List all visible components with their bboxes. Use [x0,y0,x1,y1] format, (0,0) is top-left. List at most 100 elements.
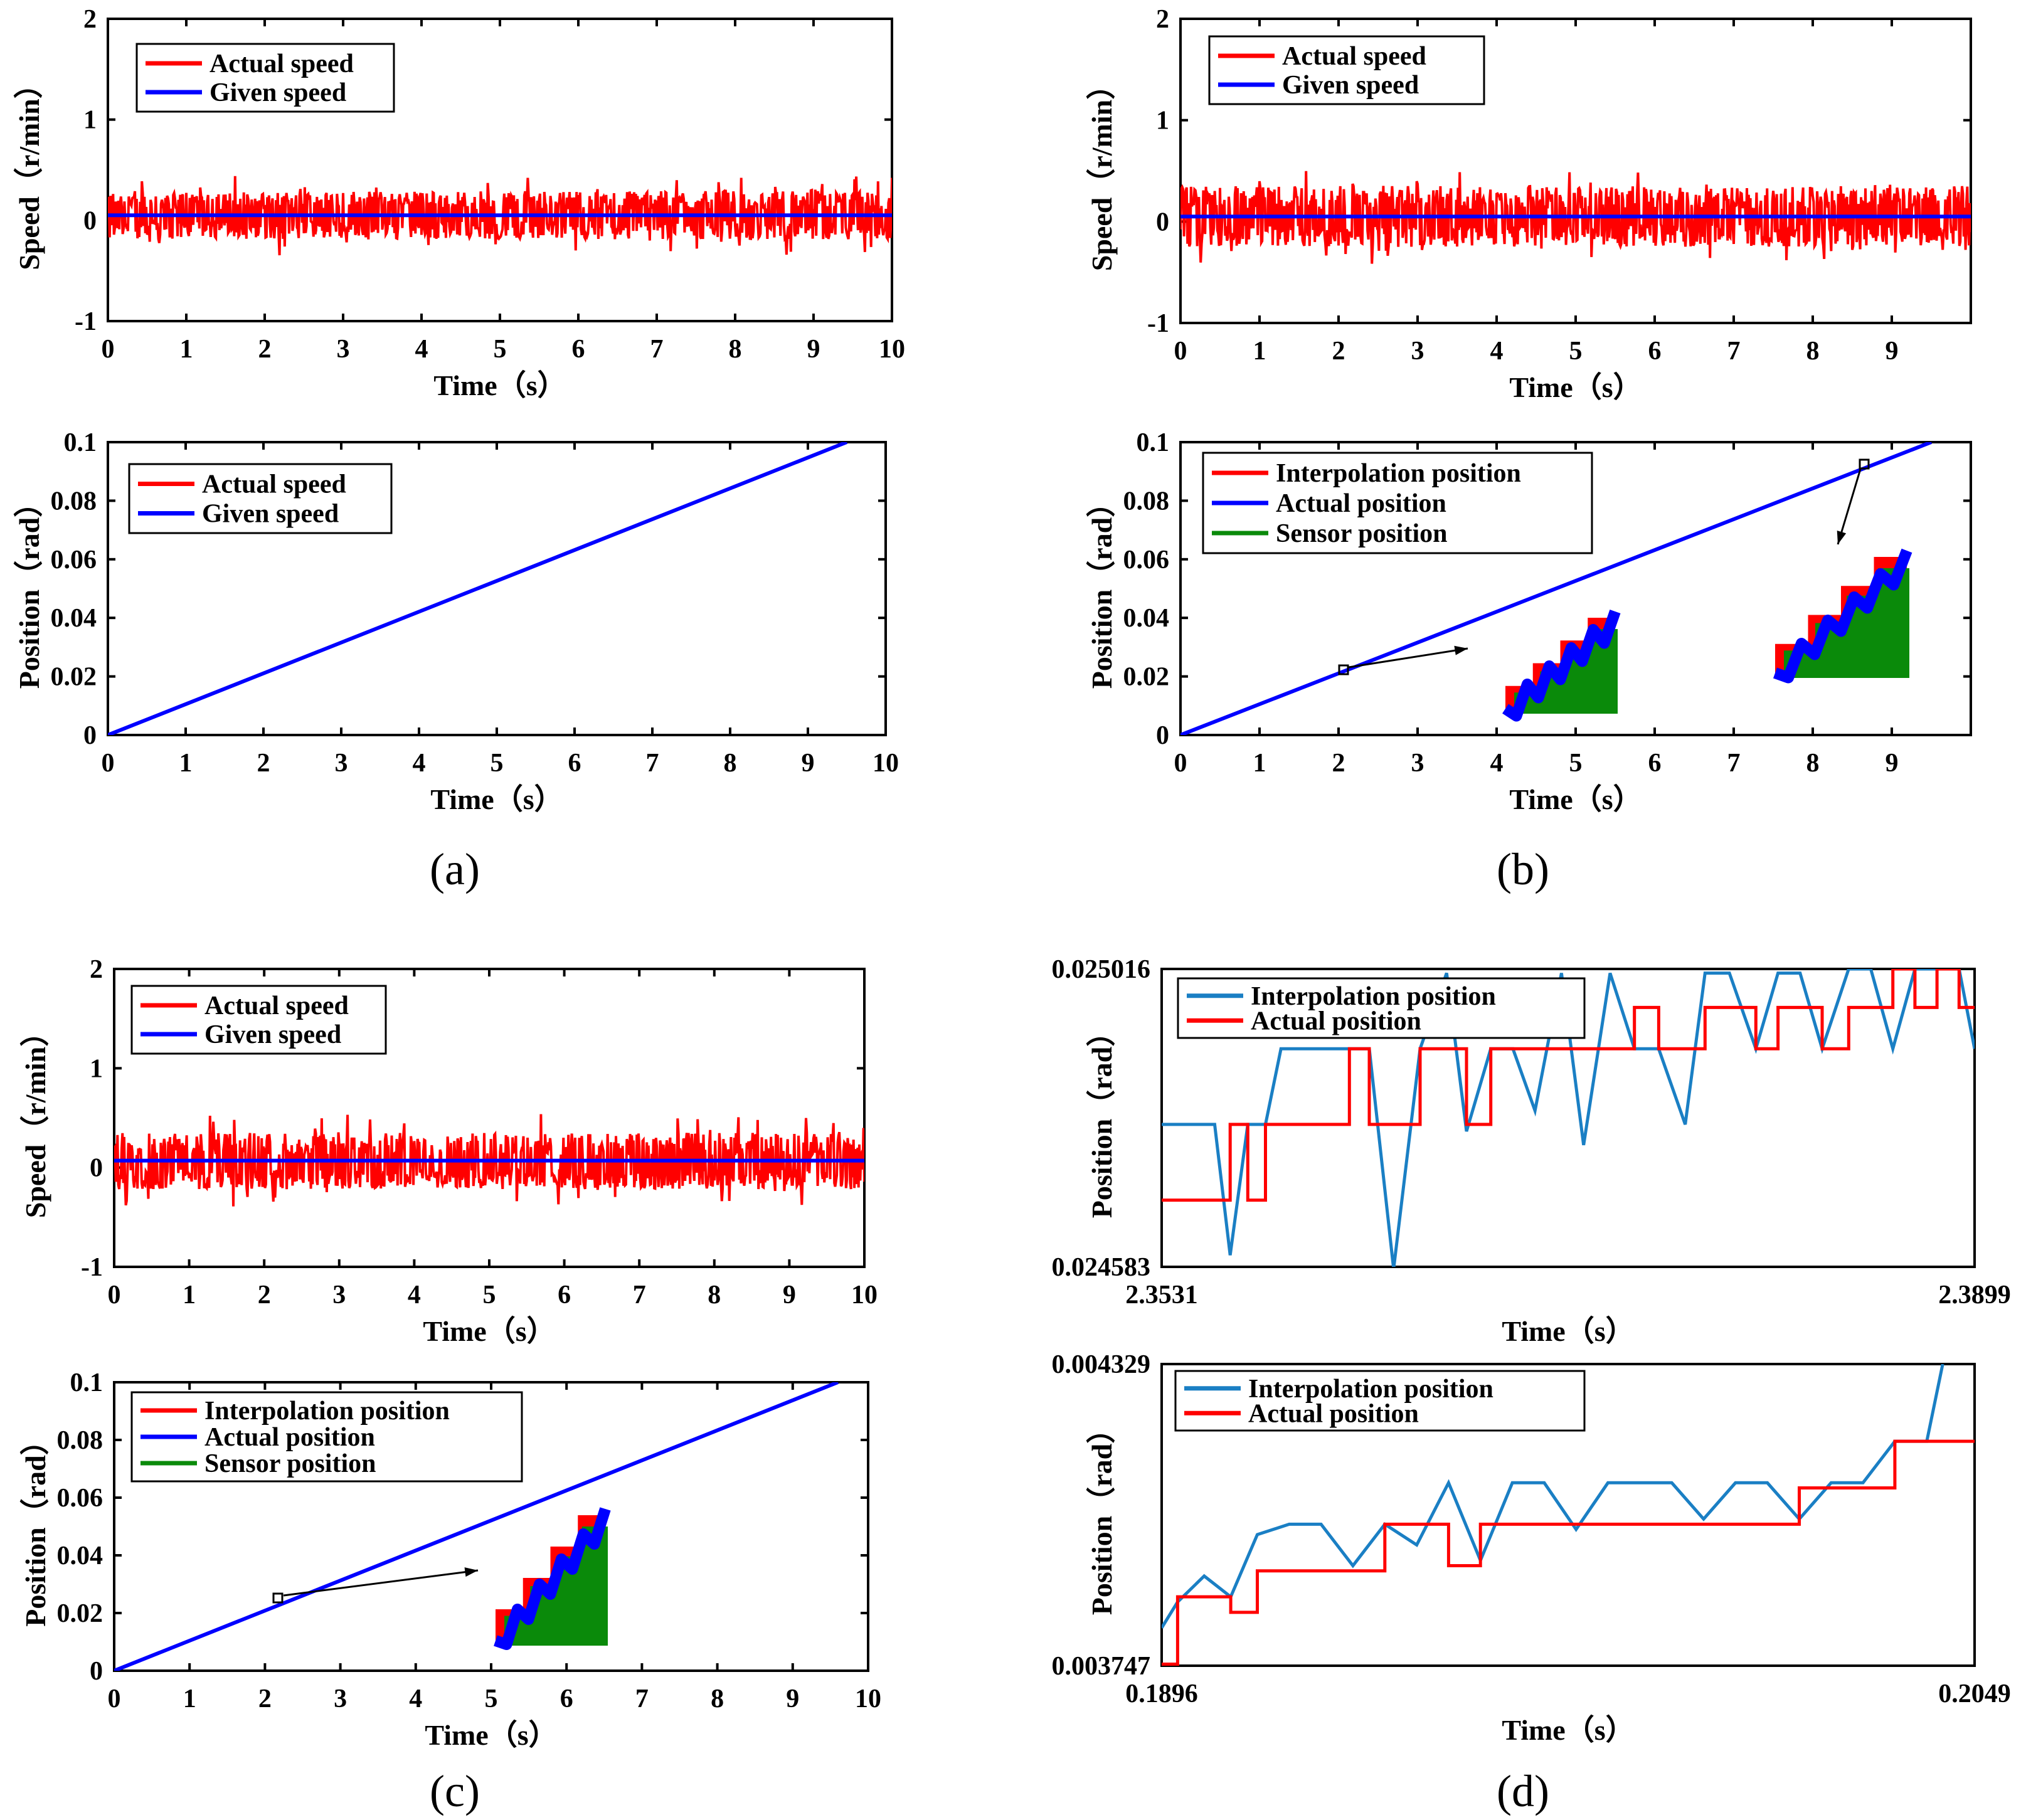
x-tick-label: 2.3899 [1938,1281,2011,1309]
y-tick-label: 0.02 [57,1599,103,1628]
inset-curve [1773,548,1912,684]
x-tick-label: 1 [1253,749,1266,778]
legend-label: Given speed [1282,71,1419,100]
x-axis-label: Time（s） [423,1315,555,1347]
x-tick-label: 9 [807,335,820,364]
zoom-inset-1 [1502,610,1621,722]
y-axis-label: Speed（r/min） [1086,71,1118,271]
y-axis-label: Speed（r/min） [13,70,45,270]
zoom-arrow-head [464,1567,478,1577]
y-tick-label: 1 [1156,107,1169,135]
y-tick-label: 0.04 [57,1542,103,1570]
x-tick-label: 9 [1886,749,1899,778]
y-tick-label: 0 [90,1657,103,1686]
y-tick-label: -1 [81,1253,103,1282]
y-tick-label: 0.06 [51,546,97,574]
y-tick-label: 0.04 [51,604,97,633]
chart-b-speed: 0 1 2 3 4 5 6 7 8 9-1012Time（s）Speed（r/min）Actual… [1086,5,1972,403]
x-tick-label: 3 [1411,749,1424,778]
y-tick-label: 0 [1156,721,1169,750]
y-tick-label: 0.06 [57,1484,103,1513]
y-tick-label: 0 [90,1154,103,1183]
legend-label: Actual speed [202,470,346,499]
y-tick-label: 0.1 [70,1368,103,1397]
y-tick-label: 1 [90,1054,103,1083]
charts-layer: 0 1 2 3 4 5 6 7 8 9 10-1012Time（s）Speed（r/min）Actu… [13,5,2011,1751]
y-tick-label: 0.08 [1123,487,1170,516]
plot-marks [1180,442,1933,735]
x-tick-label: 3 [337,335,350,364]
legend-label: Actual position [1251,1007,1421,1035]
x-tick-label: 1 [180,335,193,364]
x-tick-label: 3 [334,1685,347,1713]
y-tick-label: 0.004329 [1052,1350,1151,1379]
y-tick-label: 0.02 [51,663,97,692]
legend-label: Sensor position [1276,519,1447,548]
y-tick-label: -1 [1147,309,1169,338]
x-tick-label: 8 [729,335,742,364]
series-actual-speed [108,176,892,256]
plot-marks [1162,969,1975,1267]
zoom-arrow-head [1837,531,1847,544]
y-tick-label: 0.1 [1137,428,1170,457]
legend-label: Actual speed [204,992,349,1020]
plot-marks [108,176,892,256]
x-tick-label: 1 [183,1685,196,1713]
inset-curve [1502,610,1621,722]
zoom-marker [1338,664,1349,675]
panel-label-d: (d) [1497,1766,1549,1816]
x-tick-label: 0 [1174,337,1187,366]
legend-label: Actual position [1248,1399,1419,1428]
x-tick-label: 5 [485,1685,498,1713]
legend-box [130,985,387,1055]
legend-label: Actual position [204,1423,375,1452]
legend-box [135,43,395,113]
x-tick-label: 0 [102,335,115,364]
y-tick-label: 0.024583 [1052,1253,1151,1282]
x-tick-label: 3 [1411,337,1424,366]
y-axis-label: Position（rad） [19,1426,51,1626]
series-actual-position [1162,1439,1975,1666]
x-axis-label: Time（s） [1509,783,1642,815]
zoom-marker [272,1592,284,1604]
x-tick-label: 2.3531 [1125,1281,1198,1309]
plot-marks [1162,1364,1975,1666]
x-tick-label: 1 [1253,337,1266,366]
panel-label-b: (b) [1497,844,1549,894]
chart-a-speed: 0 1 2 3 4 5 6 7 8 9 10-1012Time（s）Speed（r/min）Actu… [13,5,905,401]
x-axis-label: Time（s） [1502,1315,1634,1347]
x-tick-label: 6 [1648,749,1662,778]
y-tick-label: 0.02 [1123,663,1170,692]
legend-label: Given speed [202,500,339,529]
x-tick-label: 5 [494,335,507,364]
chart-d-top: 2.3531 2.3899 0.024583 0.025016 Time（s） Posit… [1052,955,2011,1347]
x-tick-label: 3 [335,749,348,778]
legend-box [1174,1370,1586,1432]
x-axis-label: Time（s） [1502,1714,1634,1746]
series-actual-speed [1180,171,1971,264]
x-tick-label: 8 [1806,337,1820,366]
x-tick-label: 2 [258,1281,271,1309]
x-tick-label: 10 [879,335,905,364]
legend-label: Interpolation position [1251,982,1496,1011]
x-tick-label: 4 [408,1281,421,1309]
y-axis-label: Position（rad） [1086,489,1118,689]
x-tick-label: 4 [413,749,426,778]
x-tick-label: 0 [108,1685,121,1713]
x-tick-label: 5 [1569,749,1583,778]
plot-marks [114,1114,864,1207]
x-tick-label: 6 [572,335,585,364]
x-tick-label: 6 [1648,337,1662,366]
x-tick-label: 9 [786,1685,799,1713]
y-tick-label: 0.1 [64,428,97,457]
zoom-arrow [283,1569,479,1597]
x-tick-label: 2 [257,749,270,778]
plot-marks [1180,171,1971,264]
y-tick-label: 0.003747 [1052,1652,1151,1681]
legend-label: Actual speed [210,50,354,78]
x-tick-label: 4 [415,335,428,364]
series-given-speed [108,442,848,735]
